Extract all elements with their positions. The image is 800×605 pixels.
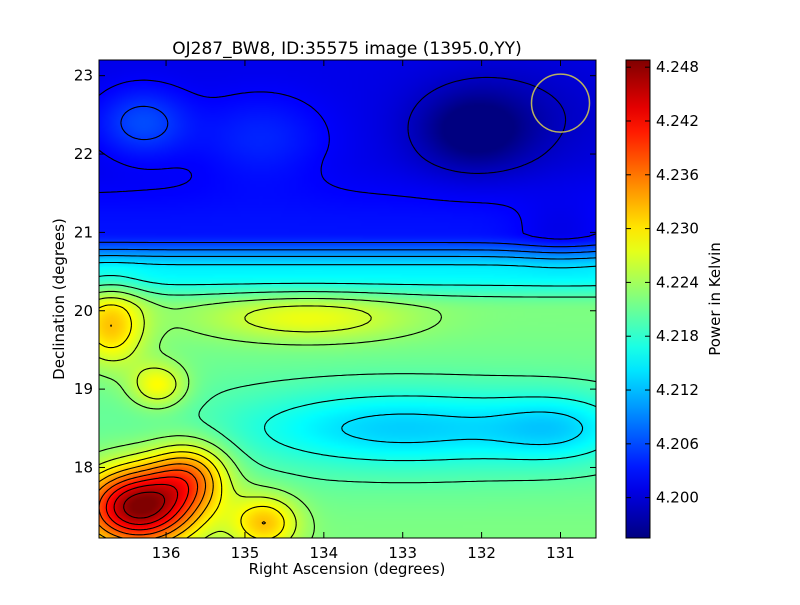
plot-area xyxy=(98,59,597,539)
x-tick-label: 133 xyxy=(388,544,417,562)
contour-lines xyxy=(99,76,596,538)
contour-line xyxy=(113,483,179,526)
colorbar-tick-label: 4.212 xyxy=(656,381,699,399)
contour-line xyxy=(99,79,596,240)
y-tick-label: 22 xyxy=(74,145,93,163)
beam-marker-circle xyxy=(530,73,591,133)
x-tick-label: 132 xyxy=(467,544,496,562)
colorbar-label: Power in Kelvin xyxy=(706,242,724,356)
y-axis-ticks: 18 19 20 21 22 23 xyxy=(74,67,596,476)
x-axis-label: Right Ascension (degrees) xyxy=(249,560,446,578)
y-tick-label: 23 xyxy=(74,67,93,85)
contour-line xyxy=(99,255,596,260)
colorbar-tick-label: 4.242 xyxy=(656,112,699,130)
contour-line xyxy=(99,261,596,446)
y-axis-label: Declination (degrees) xyxy=(50,218,68,380)
x-tick-label: 136 xyxy=(152,544,181,562)
contour-line xyxy=(99,290,443,538)
contour-line xyxy=(99,469,199,536)
contour-line xyxy=(407,76,567,174)
colorbar-tick-label: 4.200 xyxy=(656,489,699,507)
contour-line xyxy=(99,284,596,484)
contour-line xyxy=(99,297,372,538)
contour-line xyxy=(99,274,596,462)
colorbar-tick-label: 4.206 xyxy=(656,435,699,453)
colorbar-tick-label: 4.224 xyxy=(656,273,699,291)
y-tick-label: 18 xyxy=(74,458,93,476)
colorbar-tick-label: 4.230 xyxy=(656,220,699,238)
contour-line xyxy=(99,324,267,538)
x-tick-label: 135 xyxy=(231,544,260,562)
contour-line xyxy=(99,304,285,538)
x-tick-label: 131 xyxy=(546,544,575,562)
contour-line xyxy=(99,248,596,254)
y-tick-label: 19 xyxy=(74,380,93,398)
colorbar-tick-label: 4.236 xyxy=(656,166,699,184)
contour-line xyxy=(105,476,190,531)
colorbar-tick-label: 4.218 xyxy=(656,327,699,345)
y-tick-label: 20 xyxy=(74,302,93,320)
x-tick-label: 134 xyxy=(310,544,339,562)
y-tick-label: 21 xyxy=(74,223,93,241)
colorbar-tick-label: 4.248 xyxy=(656,58,699,76)
contour-line xyxy=(99,105,596,248)
chart-title: OJ287_BW8, ID:35575 image (1395.0,YY) xyxy=(172,39,521,59)
colorbar-gradient xyxy=(625,59,651,539)
colorbar: 4.200 4.206 4.212 4.218 4.224 4.230 4.236 4.242… xyxy=(625,58,724,539)
colorbar-ticks: 4.200 4.206 4.212 4.218 4.224 4.230 4.236 4.242… xyxy=(626,58,699,507)
plot-frame xyxy=(98,59,597,539)
contour-line xyxy=(123,491,166,519)
x-axis-ticks: 136 135 134 133 132 131 xyxy=(152,60,575,562)
